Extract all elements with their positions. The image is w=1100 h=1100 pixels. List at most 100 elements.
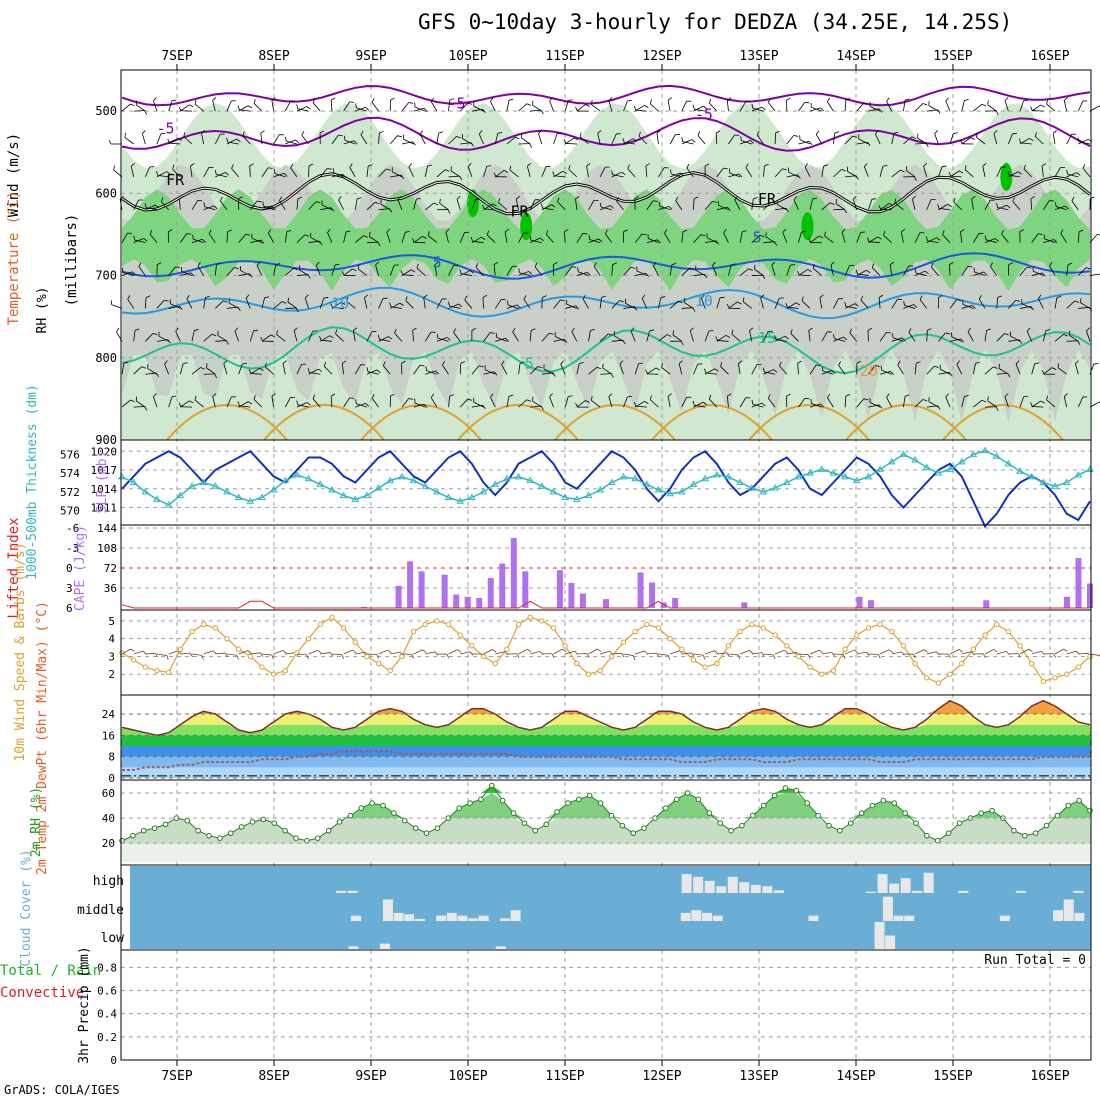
barb-feather — [819, 294, 824, 298]
barb-staff — [819, 297, 823, 309]
wind-barb — [858, 134, 869, 145]
barb-staff — [945, 100, 951, 112]
barb-staff — [858, 138, 869, 145]
barb-feather — [144, 203, 147, 208]
wind-barb — [310, 232, 321, 244]
barb-staff — [709, 398, 718, 408]
date-label-top: 14SEP — [836, 49, 875, 64]
barb-feather — [301, 363, 307, 365]
barb-staff — [378, 168, 387, 178]
barb-staff — [600, 373, 612, 375]
barb-feather — [634, 196, 639, 200]
barb-feather — [795, 302, 801, 306]
barb-staff — [879, 166, 884, 177]
barb-staff — [1066, 134, 1073, 145]
wind-barb — [484, 365, 496, 375]
wind-barb — [1007, 262, 1013, 276]
barb-feather — [563, 338, 568, 344]
surface-wind-barb — [926, 651, 940, 656]
wind-barb — [413, 364, 425, 375]
wind-barb — [506, 265, 518, 276]
barb-staff — [190, 165, 193, 177]
wind-barb — [526, 162, 531, 177]
barb-staff — [588, 366, 598, 375]
barb-staff — [260, 133, 263, 145]
contour-label: FR — [166, 171, 185, 189]
wind-barb — [401, 102, 414, 112]
contour-label: 10 — [695, 292, 713, 310]
wind-barb — [238, 196, 243, 210]
rh-point — [151, 825, 158, 831]
barb-feather — [686, 396, 692, 398]
barb-feather — [308, 163, 314, 167]
rh-point — [576, 796, 582, 803]
barb-feather — [461, 134, 464, 139]
barb-staff — [903, 396, 906, 408]
wind-barb — [738, 360, 743, 375]
barb-staff — [588, 330, 591, 342]
wind-speed-point — [725, 643, 732, 649]
ytick-label-precip: 0 — [110, 1054, 117, 1067]
wind-barb — [788, 167, 799, 178]
wind-barb — [424, 164, 432, 177]
ytick-label-precip: 0.8 — [97, 961, 117, 974]
barb-feather — [975, 361, 980, 364]
barb-feather — [1082, 164, 1086, 169]
barb-feather — [135, 100, 138, 106]
barb-staff — [852, 199, 858, 210]
barb-feather — [908, 265, 914, 267]
wind-barb — [149, 229, 158, 243]
wind-barb — [1078, 267, 1091, 276]
cape-bar — [637, 572, 644, 608]
wind-barb — [835, 199, 846, 211]
wind-barb — [308, 330, 318, 342]
surface-wind-barb — [949, 649, 963, 655]
wind-barb — [178, 196, 184, 210]
barb-feather — [124, 132, 127, 138]
barb-staff — [1031, 104, 1042, 112]
barb-feather — [924, 270, 929, 275]
barb-feather — [527, 162, 531, 167]
barb-feather — [784, 335, 789, 340]
barb-staff — [838, 365, 846, 375]
barb-staff — [717, 340, 729, 342]
barb-staff — [996, 372, 1008, 375]
contour-label: -5 — [695, 105, 713, 123]
barb-staff — [379, 338, 391, 342]
cloud-bar-high — [681, 874, 692, 893]
barb-staff — [357, 268, 368, 276]
barb-feather — [130, 648, 135, 652]
barb-feather — [368, 164, 373, 167]
barb-staff — [903, 100, 906, 112]
rh-point — [1087, 807, 1093, 814]
barb-staff — [771, 264, 776, 276]
barb-feather — [623, 229, 628, 233]
barb-feather — [456, 195, 461, 200]
wind-barb — [819, 294, 824, 309]
barb-staff — [1056, 206, 1067, 211]
rh-point — [369, 800, 375, 806]
barb-feather — [223, 360, 228, 364]
barb-staff — [754, 268, 764, 276]
barb-feather — [130, 103, 135, 107]
wind-barb — [412, 238, 426, 244]
barb-feather — [519, 361, 525, 364]
wind-barb — [776, 199, 787, 211]
wind-barb — [1068, 330, 1079, 342]
barb-staff — [763, 369, 774, 375]
barb-staff — [658, 167, 665, 178]
barb-feather — [1082, 100, 1088, 102]
thickness-point — [526, 476, 535, 484]
barb-feather — [340, 301, 346, 305]
wind-barb — [960, 139, 974, 145]
barb-feather — [568, 99, 573, 101]
barb-staff — [686, 167, 694, 178]
barb-staff — [787, 306, 799, 309]
wind-barb — [273, 169, 286, 178]
barb-feather — [762, 367, 765, 373]
wind-barb — [892, 333, 904, 342]
date-label-top: 12SEP — [642, 49, 681, 64]
barb-feather — [228, 298, 230, 303]
barb-feather — [579, 132, 582, 138]
wind-barb — [260, 336, 274, 342]
